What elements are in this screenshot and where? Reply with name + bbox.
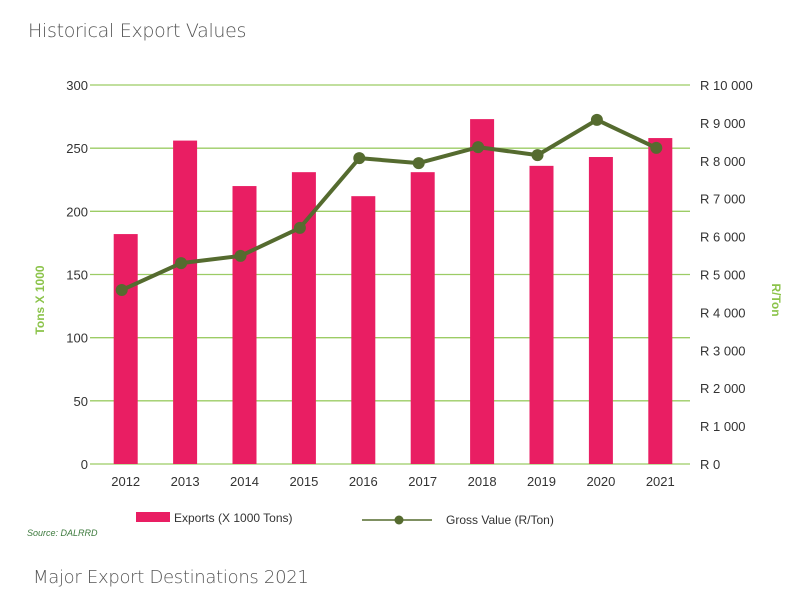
x-axis-ticks: 2012 2013 2014 2015 2016 2017 2018 2019 2020 2021 [111, 474, 675, 489]
left-tick-label: 300 [66, 78, 88, 93]
chart-title: Historical Export Values [28, 20, 247, 42]
right-tick-label: R 4 000 [700, 305, 746, 320]
legend-label-exports: Exports (X 1000 Tons) [174, 511, 293, 525]
point-gross-value-2012 [115, 284, 128, 297]
point-gross-value-2019 [531, 149, 544, 162]
bar-exports-2013 [173, 140, 198, 464]
right-tick-label: R 6 000 [700, 230, 746, 245]
right-tick-label: R 2 000 [700, 381, 746, 396]
x-tick-label: 2018 [468, 474, 497, 489]
left-tick-label: 0 [81, 457, 88, 472]
gross-value-line [120, 117, 658, 292]
line-series [115, 113, 663, 297]
bar-exports-2014 [232, 186, 257, 465]
chart: 0 50 100 150 200 250 300 R 0 R 1 000 R 2 000 R 3 … [33, 78, 783, 527]
right-tick-label: R 1 000 [700, 419, 746, 434]
x-tick-label: 2020 [586, 474, 615, 489]
x-tick-label: 2016 [349, 474, 378, 489]
x-tick-label: 2019 [527, 474, 556, 489]
legend-label-gross-value: Gross Value (R/Ton) [446, 513, 554, 527]
point-gross-value-2018 [472, 141, 485, 154]
left-axis-ticks: 0 50 100 150 200 250 300 [66, 78, 88, 472]
x-tick-label: 2015 [289, 474, 318, 489]
bar-exports-2012 [113, 234, 138, 464]
left-axis-title: Tons X 1000 [33, 265, 47, 334]
left-tick-label: 150 [66, 268, 88, 283]
right-tick-label: R 0 [700, 457, 720, 472]
left-tick-label: 50 [74, 394, 88, 409]
bar-exports-2019 [529, 165, 554, 464]
x-tick-label: 2017 [408, 474, 437, 489]
legend-marker-gross-value [394, 515, 404, 525]
bar-series [113, 119, 673, 465]
point-gross-value-2014 [234, 249, 247, 262]
bar-exports-2016 [351, 196, 376, 464]
bar-exports-2018 [470, 119, 495, 465]
right-tick-label: R 9 000 [700, 116, 746, 131]
x-tick-label: 2021 [646, 474, 675, 489]
legend: Exports (X 1000 Tons) Gross Value (R/Ton… [136, 511, 554, 527]
point-gross-value-2020 [590, 113, 603, 126]
point-gross-value-2017 [412, 157, 425, 170]
point-gross-value-2015 [293, 221, 306, 234]
bar-exports-2017 [410, 172, 435, 465]
right-tick-label: R 5 000 [700, 268, 746, 283]
right-tick-label: R 10 000 [700, 78, 753, 93]
next-section-title: Major Export Destinations 2021 [33, 567, 309, 588]
right-axis-ticks: R 0 R 1 000 R 2 000 R 3 000 R 4 000 R 5 000 R … [700, 78, 753, 472]
right-tick-label: R 7 000 [700, 192, 746, 207]
right-tick-label: R 8 000 [700, 154, 746, 169]
left-tick-label: 250 [66, 141, 88, 156]
bar-exports-2020 [588, 157, 613, 464]
bar-exports-2021 [648, 138, 673, 464]
left-tick-label: 200 [66, 204, 88, 219]
legend-swatch-exports [136, 512, 170, 522]
point-gross-value-2013 [175, 257, 188, 270]
source-note: Source: DALRRD [27, 528, 98, 538]
x-tick-label: 2014 [230, 474, 259, 489]
right-axis-title: R/Ton [769, 283, 783, 316]
point-gross-value-2016 [353, 152, 366, 165]
right-tick-label: R 3 000 [700, 343, 746, 358]
point-gross-value-2021 [650, 141, 663, 154]
left-tick-label: 100 [66, 331, 88, 346]
x-tick-label: 2013 [171, 474, 200, 489]
x-tick-label: 2012 [111, 474, 140, 489]
